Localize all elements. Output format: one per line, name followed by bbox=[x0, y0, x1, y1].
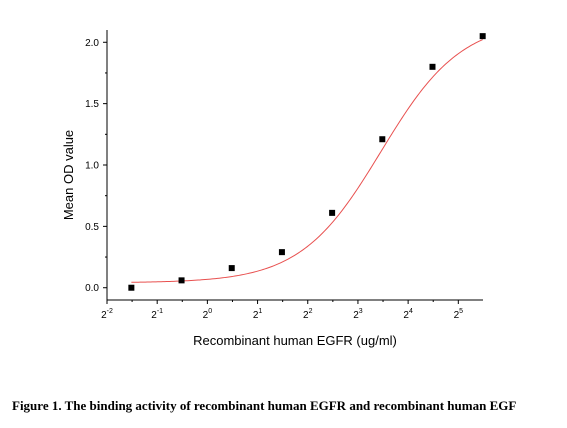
fit-curve bbox=[131, 39, 483, 283]
y-tick-label: 1.0 bbox=[85, 161, 99, 172]
data-point bbox=[479, 33, 486, 40]
data-point bbox=[379, 136, 386, 143]
x-tick-label: 2-1 bbox=[151, 308, 163, 321]
x-tick-label: 22 bbox=[303, 308, 313, 321]
data-point bbox=[329, 209, 336, 216]
x-tick-label: 24 bbox=[403, 308, 413, 321]
y-tick-label: 0.0 bbox=[85, 283, 99, 294]
y-tick-label: 0.5 bbox=[85, 222, 99, 233]
x-tick-label: 21 bbox=[253, 308, 263, 321]
y-tick-label: 2.0 bbox=[85, 38, 99, 49]
y-tick-label: 1.5 bbox=[85, 99, 99, 110]
data-point bbox=[128, 284, 135, 291]
x-tick-label: 23 bbox=[353, 308, 363, 321]
figure-caption: Figure 1. The binding activity of recomb… bbox=[12, 398, 517, 413]
chart-axes: 0.0 0.5 1.0 1.5 2.0 2-2 2-1 20 21 22 23 24 25 bbox=[85, 30, 483, 321]
x-tick-label: 25 bbox=[454, 308, 464, 321]
data-point bbox=[178, 277, 185, 284]
x-axis-title: Recombinant human EGFR (ug/ml) bbox=[193, 333, 397, 348]
data-point bbox=[228, 265, 235, 272]
x-tick-label: 20 bbox=[203, 308, 213, 321]
data-points-group bbox=[128, 33, 486, 291]
data-point bbox=[278, 249, 285, 256]
data-point bbox=[429, 63, 436, 70]
fit-curve-group bbox=[131, 39, 483, 283]
y-axis-title: Mean OD value bbox=[61, 130, 76, 220]
x-tick-label: 2-2 bbox=[101, 308, 113, 321]
